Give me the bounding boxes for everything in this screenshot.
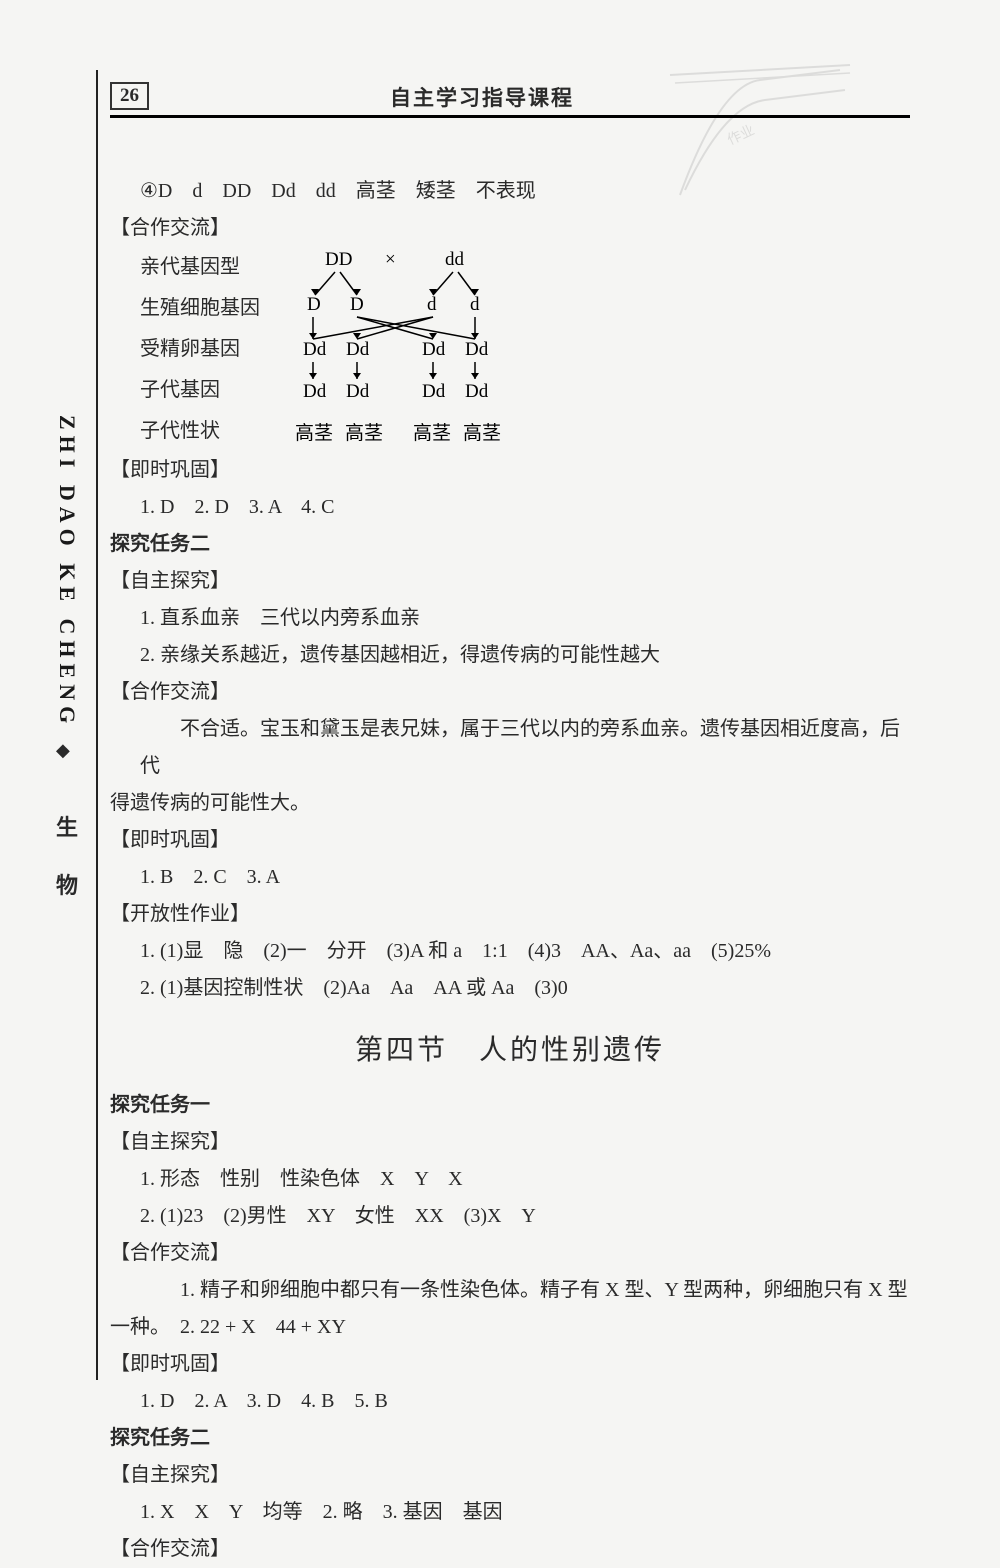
hezuo2-para2: 得遗传病的可能性大。 [110,785,910,822]
task-2-label: 探究任务二 [110,526,910,563]
side-roman-text: ZHI DAO KE CHENG [54,415,80,729]
section-zizhu-2b: 【自主探究】 [110,1457,910,1494]
svg-text:高茎: 高茎 [463,422,501,444]
section-jishi-1b: 【即时巩固】 [110,1346,910,1383]
zizhu1b-line1: 1. 形态 性别 性染色体 X Y X [140,1161,910,1198]
zizhu1b-line2: 2. (1)23 (2)男性 XY 女性 XX (3)X Y [140,1198,910,1235]
answer-line-4: ④D d DD Dd dd 高茎 矮茎 不表现 [140,173,910,210]
section-4-title: 第四节 人的性别遗传 [110,1025,910,1077]
svg-text:Dd: Dd [465,381,489,402]
svg-text:d: d [470,294,480,315]
side-deco-1: ◆ [56,740,70,761]
task-1b-label: 探究任务一 [110,1087,910,1124]
hezuo1b-para1: 1. 精子和卵细胞中都只有一条性染色体。精子有 X 型、Y 型两种，卵细胞只有 … [140,1272,910,1309]
zizhu2-line1: 1. 直系血亲 三代以内旁系血亲 [140,600,910,637]
svg-text:Dd: Dd [346,381,370,402]
section-zizhu-2: 【自主探究】 [110,563,910,600]
side-deco-2: 生 物 [56,810,78,900]
section-jishi-1: 【即时巩固】 [110,452,910,489]
punnett-svg: DD × dd D D d d [295,247,545,452]
svg-text:d: d [427,294,437,315]
svg-text:DD: DD [325,249,352,270]
diagram-row-labels: 亲代基因型 生殖细胞基因 受精卵基因 子代基因 子代性状 [140,247,275,452]
label-zygote: 受精卵基因 [140,329,275,370]
svg-text:Dd: Dd [346,339,370,360]
kaifang-line2: 2. (1)基因控制性状 (2)Aa Aa AA 或 Aa (3)0 [140,970,910,1007]
margin-rule [96,70,98,1380]
page-container: 26 自主学习指导课程 ④D d DD Dd dd 高茎 矮茎 不表现 【合作交… [110,70,910,1568]
svg-text:高茎: 高茎 [295,422,333,444]
section-jishi-2: 【即时巩固】 [110,822,910,859]
svg-text:Dd: Dd [303,381,327,402]
svg-text:高茎: 高茎 [345,422,383,444]
section-hezuo-1: 【合作交流】 [110,210,910,247]
svg-text:D: D [307,294,321,315]
kaifang-line1: 1. (1)显 隐 (2)一 分开 (3)A 和 a 1:1 (4)3 AA、A… [140,933,910,970]
hezuo2-para1: 不合适。宝玉和黛玉是表兄妹，属于三代以内的旁系血亲。遗传基因相近度高，后代 [140,711,910,785]
section-hezuo-2: 【合作交流】 [110,674,910,711]
jishi1-answers: 1. D 2. D 3. A 4. C [140,489,910,526]
svg-text:Dd: Dd [422,381,446,402]
svg-text:高茎: 高茎 [413,422,451,444]
page-number: 26 [110,82,149,110]
section-hezuo-1b: 【合作交流】 [110,1235,910,1272]
content-body: ④D d DD Dd dd 高茎 矮茎 不表现 【合作交流】 亲代基因型 生殖细… [110,173,910,1568]
svg-text:D: D [350,294,364,315]
genetics-diagram: 亲代基因型 生殖细胞基因 受精卵基因 子代基因 子代性状 DD × dd D [140,247,910,452]
svg-text:Dd: Dd [422,339,446,360]
svg-text:Dd: Dd [465,339,489,360]
section-zizhu-1b: 【自主探究】 [110,1124,910,1161]
svg-text:×: × [385,249,396,270]
label-gamete: 生殖细胞基因 [140,288,275,329]
zizhu2b-line1: 1. X X Y 均等 2. 略 3. 基因 基因 [140,1494,910,1531]
svg-text:dd: dd [445,249,465,270]
header-title: 自主学习指导课程 [390,82,574,112]
jishi2-answers: 1. B 2. C 3. A [140,859,910,896]
label-offspring-gene: 子代基因 [140,370,275,411]
label-offspring-trait: 子代性状 [140,411,275,452]
zizhu2-line2: 2. 亲缘关系越近，遗传基因越相近，得遗传病的可能性越大 [140,637,910,674]
hezuo1b-para2: 一种。 2. 22 + X 44 + XY [110,1309,910,1346]
section-hezuo-2b: 【合作交流】 [110,1531,910,1568]
section-kaifang: 【开放性作业】 [110,896,910,933]
jishi1b-answers: 1. D 2. A 3. D 4. B 5. B [140,1383,910,1420]
svg-text:Dd: Dd [303,339,327,360]
label-parent: 亲代基因型 [140,247,275,288]
header: 26 自主学习指导课程 [110,70,910,118]
task-2b-label: 探究任务二 [110,1420,910,1457]
